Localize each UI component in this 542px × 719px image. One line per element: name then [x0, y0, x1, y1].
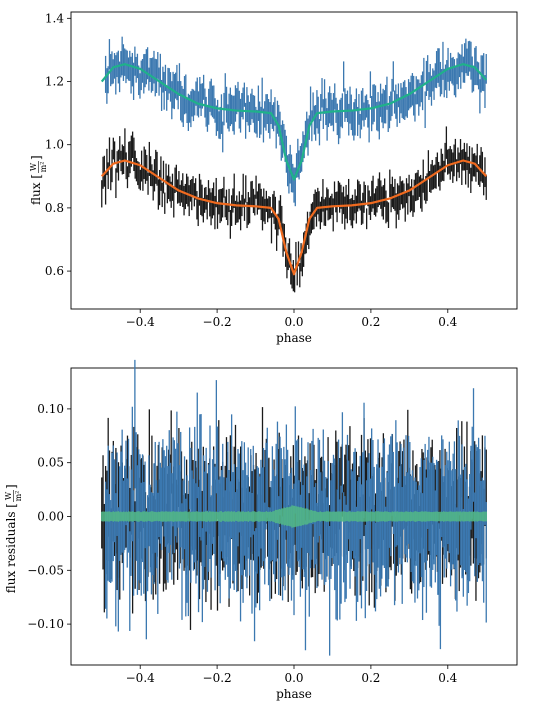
residuals-plot-ylabel-unit-num: W	[4, 491, 13, 500]
flux-plot-xtick-label: 0.0	[284, 315, 303, 329]
flux-plot-model-upper	[100, 63, 488, 181]
flux-plot-ylabel: flux [ W m² ]	[29, 155, 48, 205]
flux-plot-data	[100, 36, 488, 293]
residuals-plot-xlabel: phase	[276, 687, 312, 701]
flux-plot-model-lower	[100, 159, 488, 276]
flux-plot-axes: −0.4 −0.2 0.0 0.2 0.4 0.6 0.8 1.0 1.2 1.4	[45, 11, 458, 329]
residuals-plot-residuals-upper	[104, 359, 487, 656]
residuals-plot-ylabel-unit-den: m²	[14, 491, 23, 502]
residuals-plot-ytick-label: −0.10	[27, 617, 64, 631]
flux-plot-ytick-label: 1.2	[45, 75, 64, 89]
flux-plot-xtick-label: 0.4	[438, 315, 457, 329]
residuals-plot-axes: −0.4 −0.2 0.0 0.2 0.4 −0.10 −0.05 0.00 0.05 0.10	[27, 402, 457, 685]
flux-plot-xtick-label: −0.2	[203, 315, 232, 329]
residuals-plot-ylabel: flux residuals [ W m² ]	[4, 484, 23, 593]
residuals-plot-xtick-label: −0.2	[203, 671, 232, 685]
residuals-plot-zero-line	[101, 505, 487, 528]
flux-plot-ylabel-suffix: ]	[29, 155, 43, 160]
flux-plot-ytick-label: 1.0	[45, 138, 64, 152]
residuals-plot-ylabel-suffix: ]	[4, 484, 18, 489]
residuals-plot-ylabel-prefix: flux residuals [	[4, 503, 18, 593]
flux-plot: −0.4 −0.2 0.0 0.2 0.4 0.6 0.8 1.0 1.2 1.4 phase f…	[29, 11, 518, 345]
flux-plot-ytick-label: 0.8	[45, 201, 64, 215]
residuals-plot-xtick-label: 0.2	[361, 671, 380, 685]
residuals-plot-xtick-label: −0.4	[126, 671, 156, 685]
flux-plot-ylabel-prefix: flux [	[29, 174, 43, 205]
flux-plot-ylabel-unit-den: m²	[39, 162, 48, 173]
residuals-plot-data	[101, 359, 487, 656]
residuals-plot-xtick-label: 0.0	[284, 671, 303, 685]
flux-plot-xtick-label: 0.2	[361, 315, 380, 329]
residuals-plot-ytick-label: −0.05	[27, 563, 64, 577]
residuals-plot-xtick-label: 0.4	[438, 671, 457, 685]
flux-plot-ytick-label: 1.4	[45, 11, 64, 25]
flux-plot-ytick-label: 0.6	[45, 264, 64, 278]
residuals-plot-ytick-label: 0.00	[37, 510, 64, 524]
residuals-plot-ytick-label: 0.05	[37, 456, 64, 470]
flux-plot-ylabel-unit-num: W	[29, 162, 38, 171]
flux-plot-observations-lower	[101, 126, 487, 293]
flux-plot-xlabel: phase	[276, 331, 312, 345]
residuals-plot-ytick-label: 0.10	[37, 402, 64, 416]
residuals-plot: −0.4 −0.2 0.0 0.2 0.4−0.10−0.050.000.050.10 …	[4, 359, 518, 701]
flux-plot-xtick-label: −0.4	[126, 315, 156, 329]
